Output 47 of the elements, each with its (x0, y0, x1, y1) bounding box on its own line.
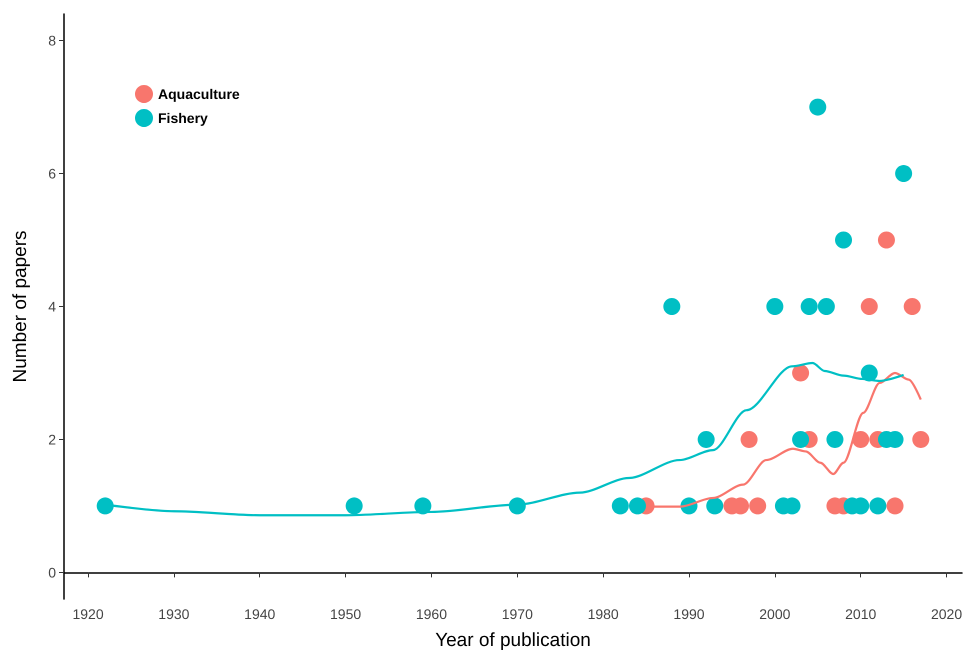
point (414, 497, 432, 514)
y-axis-title: Number of papers (10, 230, 31, 383)
point (869, 497, 886, 514)
point (860, 364, 878, 382)
point (809, 98, 826, 116)
point (792, 430, 810, 448)
point (346, 497, 363, 514)
legend-label: Fishery (158, 110, 208, 126)
point (835, 232, 852, 249)
x-tick-label: 2010 (845, 606, 876, 622)
point (895, 165, 912, 182)
y-tick-label: 6 (48, 166, 56, 182)
legend-label: Aquaculture (158, 86, 240, 102)
point (904, 298, 921, 315)
x-tick-label: 1950 (330, 606, 362, 622)
point (749, 497, 766, 514)
x-tick-label: 1920 (72, 606, 104, 622)
point (860, 298, 878, 315)
point (629, 497, 646, 514)
x-tick-label: 1930 (158, 606, 190, 622)
point (96, 497, 114, 514)
point (663, 298, 680, 315)
point (766, 298, 784, 315)
point (912, 430, 930, 448)
x-tick-label: 1990 (673, 606, 705, 622)
x-tick-label: 1960 (416, 606, 448, 622)
point (886, 497, 904, 514)
y-tick-label: 0 (48, 564, 56, 580)
x-tick-label: 1980 (588, 606, 619, 622)
y-tick-label: 8 (48, 32, 56, 49)
y-tick-label: 2 (48, 431, 56, 448)
point (800, 298, 818, 315)
x-tick-label: 1970 (502, 606, 534, 622)
point (706, 497, 724, 514)
x-tick-label: 2020 (930, 606, 962, 622)
point (826, 430, 844, 448)
x-tick-label: 2000 (759, 606, 791, 622)
point (818, 298, 835, 315)
point (698, 430, 715, 448)
point (612, 497, 629, 514)
x-tick-label: 1940 (244, 606, 276, 622)
x-axis-title: Year of publication (435, 630, 591, 651)
point (878, 232, 895, 249)
point (852, 430, 870, 448)
point (740, 430, 758, 448)
point (792, 364, 810, 382)
y-tick-label: 4 (48, 298, 56, 314)
